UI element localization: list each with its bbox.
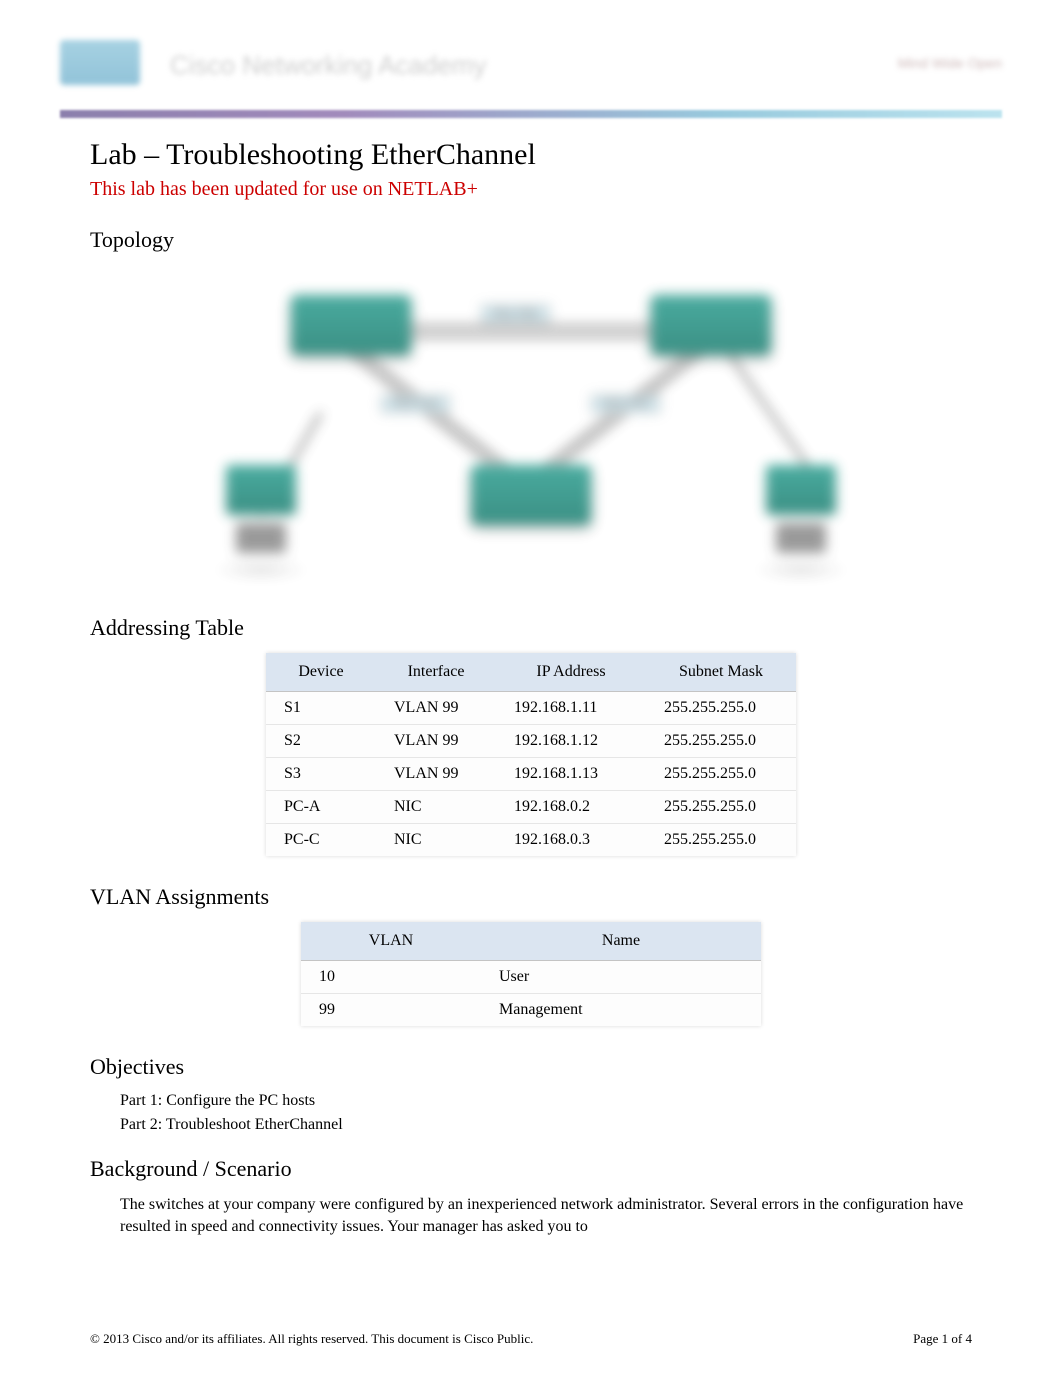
objectives-list: Part 1: Configure the PC hosts Part 2: T… bbox=[90, 1092, 972, 1134]
content: Lab – Troubleshooting EtherChannel This … bbox=[60, 138, 1002, 1239]
table-row: S1 VLAN 99 192.168.1.11 255.255.255.0 bbox=[266, 692, 796, 725]
section-background: Background / Scenario bbox=[90, 1156, 972, 1182]
col-mask: Subnet Mask bbox=[646, 653, 796, 692]
switch-s2 bbox=[651, 295, 771, 355]
header-tagline: Mind Wide Open bbox=[898, 55, 1002, 71]
col-name: Name bbox=[481, 922, 761, 961]
section-addressing: Addressing Table bbox=[90, 615, 972, 641]
pc-a bbox=[221, 465, 301, 565]
netlab-note: This lab has been updated for use on NET… bbox=[90, 178, 972, 201]
lab-title: Lab – Troubleshooting EtherChannel bbox=[90, 138, 972, 172]
col-interface: Interface bbox=[376, 653, 496, 692]
switch-s3 bbox=[471, 465, 591, 525]
table-row: 10 User bbox=[301, 961, 761, 994]
table-row: 99 Management bbox=[301, 994, 761, 1027]
objective-item: Part 1: Configure the PC hosts bbox=[120, 1092, 972, 1110]
table-row: PC-A NIC 192.168.0.2 255.255.255.0 bbox=[266, 791, 796, 824]
footer-copyright: © 2013 Cisco and/or its affiliates. All … bbox=[90, 1331, 533, 1347]
col-ip: IP Address bbox=[496, 653, 646, 692]
addressing-table: Device Interface IP Address Subnet Mask … bbox=[266, 653, 796, 856]
pc-c bbox=[761, 465, 841, 565]
topology-diagram: F0/1 F0/2 F0/3 F0/4 F0/3 F0/4 bbox=[191, 265, 871, 585]
header-bar: Cisco Networking Academy Mind Wide Open bbox=[60, 40, 1002, 100]
section-objectives: Objectives bbox=[90, 1054, 972, 1080]
section-topology: Topology bbox=[90, 227, 972, 253]
scenario-text: The switches at your company were config… bbox=[90, 1194, 972, 1239]
objective-item: Part 2: Troubleshoot EtherChannel bbox=[120, 1116, 972, 1134]
col-device: Device bbox=[266, 653, 376, 692]
vlan-table: VLAN Name 10 User 99 Management bbox=[301, 922, 761, 1026]
footer-page: Page 1 of 4 bbox=[913, 1331, 972, 1347]
table-row: S2 VLAN 99 192.168.1.12 255.255.255.0 bbox=[266, 725, 796, 758]
page: Cisco Networking Academy Mind Wide Open … bbox=[0, 0, 1062, 1377]
switch-s1 bbox=[291, 295, 411, 355]
link-label: F0/1 F0/2 bbox=[481, 305, 550, 323]
col-vlan: VLAN bbox=[301, 922, 481, 961]
cisco-logo bbox=[60, 40, 140, 85]
section-vlan: VLAN Assignments bbox=[90, 884, 972, 910]
table-row: S3 VLAN 99 192.168.1.13 255.255.255.0 bbox=[266, 758, 796, 791]
footer: © 2013 Cisco and/or its affiliates. All … bbox=[90, 1331, 972, 1347]
table-row: PC-C NIC 192.168.0.3 255.255.255.0 bbox=[266, 824, 796, 857]
header-brand: Cisco Networking Academy bbox=[170, 50, 486, 81]
link-label: F0/3 F0/4 bbox=[591, 395, 660, 413]
header-gradient-bar bbox=[60, 110, 1002, 118]
link-label: F0/3 F0/4 bbox=[381, 395, 450, 413]
